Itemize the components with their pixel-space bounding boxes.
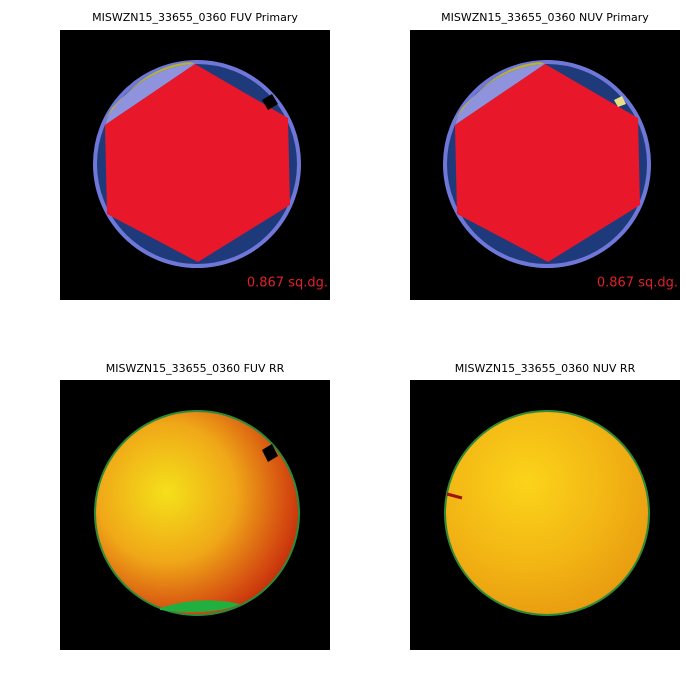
panel-fuv-rr: MISWZN15_33655_0360 FUV RR (60, 362, 330, 650)
panel-title: MISWZN15_33655_0360 NUV Primary (441, 11, 649, 24)
panel-title: MISWZN15_33655_0360 FUV Primary (92, 11, 298, 24)
area-label: 0.867 sq.dg. (597, 276, 678, 291)
hot-spot (614, 96, 626, 107)
panel-nuv-primary: MISWZN15_33655_0360 NUV Primary 0.867 sq… (410, 11, 680, 300)
response-map (94, 410, 300, 616)
hexagon (455, 64, 640, 262)
mask-notch (262, 94, 278, 110)
edge-region (160, 600, 240, 612)
mask-notch (262, 444, 278, 462)
panel-fuv-primary: MISWZN15_33655_0360 FUV Primary 0.867 sq… (60, 11, 330, 300)
hexagon (105, 64, 290, 262)
response-map (444, 410, 650, 616)
streak (446, 492, 463, 500)
panel-title: MISWZN15_33655_0360 NUV RR (455, 362, 636, 375)
area-label: 0.867 sq.dg. (247, 276, 328, 291)
panel-title: MISWZN15_33655_0360 FUV RR (106, 362, 285, 375)
panel-nuv-rr: MISWZN15_33655_0360 NUV RR (410, 362, 680, 650)
